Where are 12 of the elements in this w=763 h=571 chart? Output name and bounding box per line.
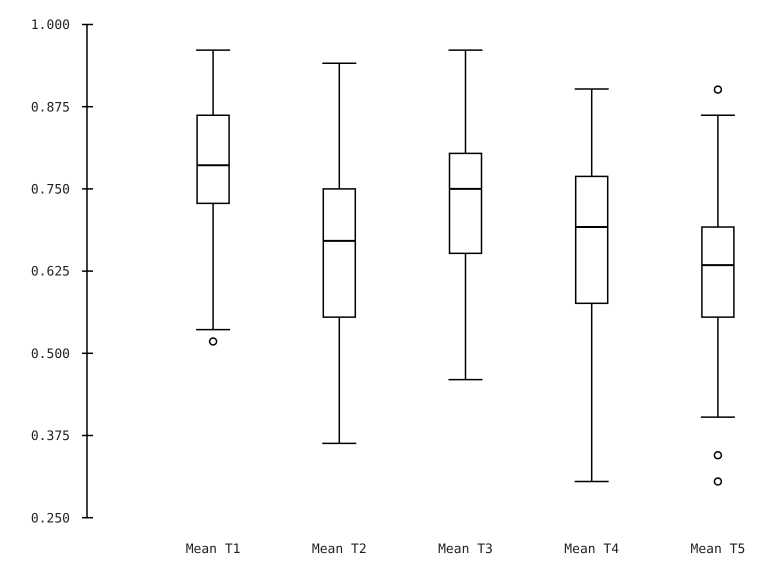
x-tick-label: Mean T3 — [438, 542, 493, 557]
y-tick-label: 0.250 — [30, 511, 70, 526]
x-tick-label: Mean T5 — [690, 542, 746, 557]
x-tick-label: Mean T1 — [186, 542, 240, 557]
x-tick-label: Mean T4 — [564, 542, 620, 557]
y-tick-label: 0.375 — [30, 429, 70, 444]
y-tick-label: 0.625 — [30, 264, 70, 280]
y-tick-label: 0.875 — [30, 100, 70, 116]
x-tick-label: Mean T2 — [312, 542, 367, 557]
y-tick-label: 0.750 — [30, 182, 70, 198]
y-tick-label: 0.500 — [30, 346, 70, 362]
y-tick-label: 1.000 — [30, 18, 70, 34]
